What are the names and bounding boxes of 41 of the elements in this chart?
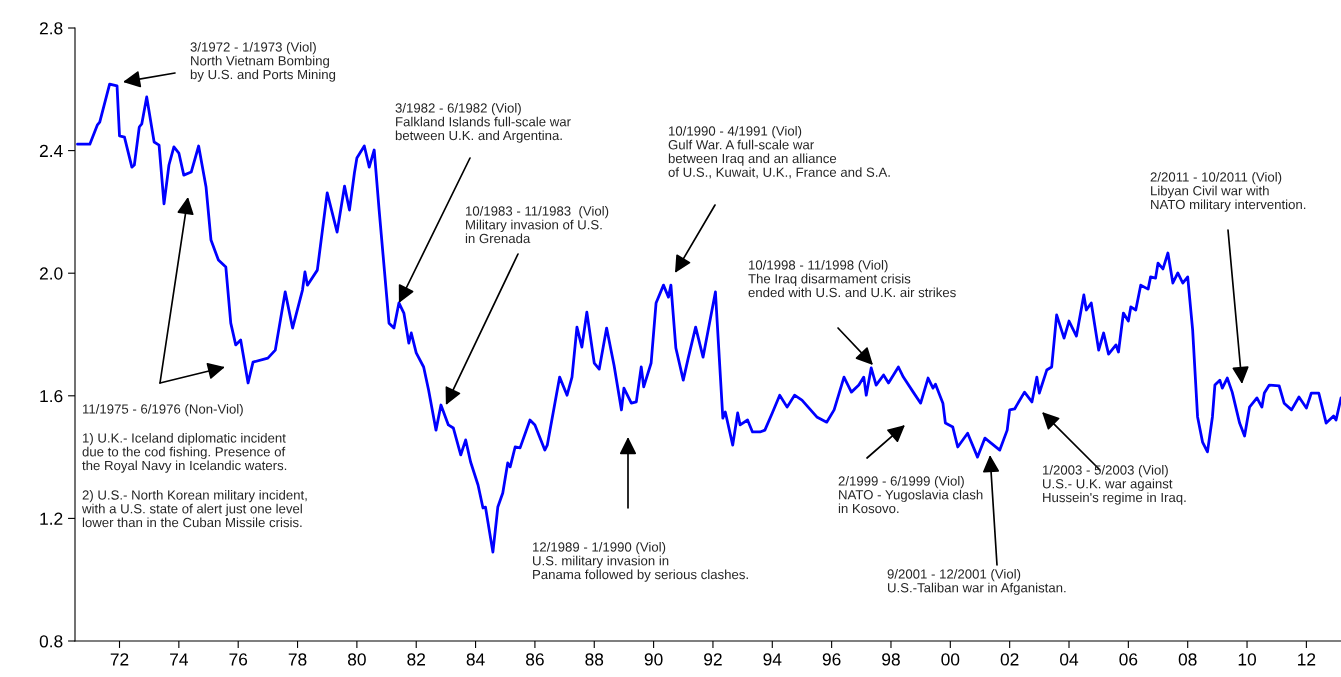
x-tick-label: 12: [1298, 653, 1316, 666]
annotation: 10/1990 - 4/1991 (Viol) Gulf War. A full-scale war between Iraq and an alliance of U.S., Kuwait, U.K., France and S.A.: [668, 126, 890, 179]
x-tick-label: 06: [1119, 653, 1138, 666]
y-tick-label: 1.6: [40, 389, 63, 403]
x-tick-label: 72: [110, 653, 129, 666]
x-tick-label: 76: [229, 653, 248, 666]
annotation: 11/1975 - 6/1976 (Non-Viol): [83, 404, 243, 417]
x-tick-label: 08: [1178, 653, 1197, 666]
x-tick-label: 90: [644, 653, 663, 666]
line-series: [76, 82, 1341, 554]
x-tick-label: 86: [526, 653, 544, 666]
x-tick-label: 00: [941, 653, 960, 666]
y-tick-label: 2.4: [39, 144, 63, 157]
x-tick-label: 88: [585, 653, 604, 666]
annotation: 3/1982 - 6/1982 (Viol) Falkland Islands full-scale war between U.K. and Argentina.: [395, 103, 571, 143]
x-tick-label: 80: [347, 653, 366, 666]
annotation: 2/2011 - 10/2011 (Viol) Libyan Civil war with NATO military intervention.: [1150, 172, 1306, 212]
annotation: 10/1983 - 11/1983 (Viol) Military invasion of U.S. in Grenada: [465, 206, 609, 244]
annotation: 1/2003 - 5/2003 (Viol) U.S.- U.K. war against Hussein's regime in Iraq.: [1043, 465, 1186, 505]
annotation: 1) U.K.- Iceland diplomatic incident due to the cod fishing. Presence of the Royal Navy in Icelandic waters.: [82, 433, 287, 473]
annotation: 2/1999 - 6/1999 (Viol) NATO - Yugoslavia clash in Kosovo.: [838, 476, 983, 514]
x-tick-label: 04: [1060, 653, 1079, 666]
annotation: 2) U.S.- North Korean military incident, with a U.S. state of alert just one level lower than in the Cuban Missile crisis.: [81, 490, 307, 528]
annotation: 12/1989 - 1/1990 (Viol) U.S. military invasion in Panama followed by serious clashes.: [533, 542, 748, 582]
y-tick-label: 2.0: [39, 267, 63, 280]
x-tick-label: 10: [1238, 653, 1257, 666]
x-tick-label: 92: [704, 653, 722, 666]
x-tick-label: 94: [763, 653, 782, 666]
x-tick-label: 78: [288, 653, 307, 666]
annotation: 10/1998 - 11/1998 (Viol) The Iraq disarmament crisis ended with U.S. and U.K. air strikes: [748, 260, 956, 298]
x-tick-label: 98: [882, 653, 900, 666]
y-tick-label: 2.8: [39, 22, 63, 35]
x-tick-label: 82: [407, 653, 426, 666]
annotation: 3/1972 - 1/1973 (Viol) North Vietnam Bombing by U.S. and Ports Mining: [190, 42, 336, 82]
x-tick-label: 02: [1000, 653, 1019, 666]
y-tick-label: 1.2: [40, 512, 63, 525]
y-tick-label: 0.8: [39, 635, 63, 648]
x-tick-label: 74: [170, 653, 188, 666]
x-tick-label: 96: [822, 653, 841, 666]
annotation: 9/2001 - 12/2001 (Viol) U.S.-Taliban war in Afganistan.: [887, 569, 1066, 596]
x-tick-label: 84: [466, 653, 485, 666]
